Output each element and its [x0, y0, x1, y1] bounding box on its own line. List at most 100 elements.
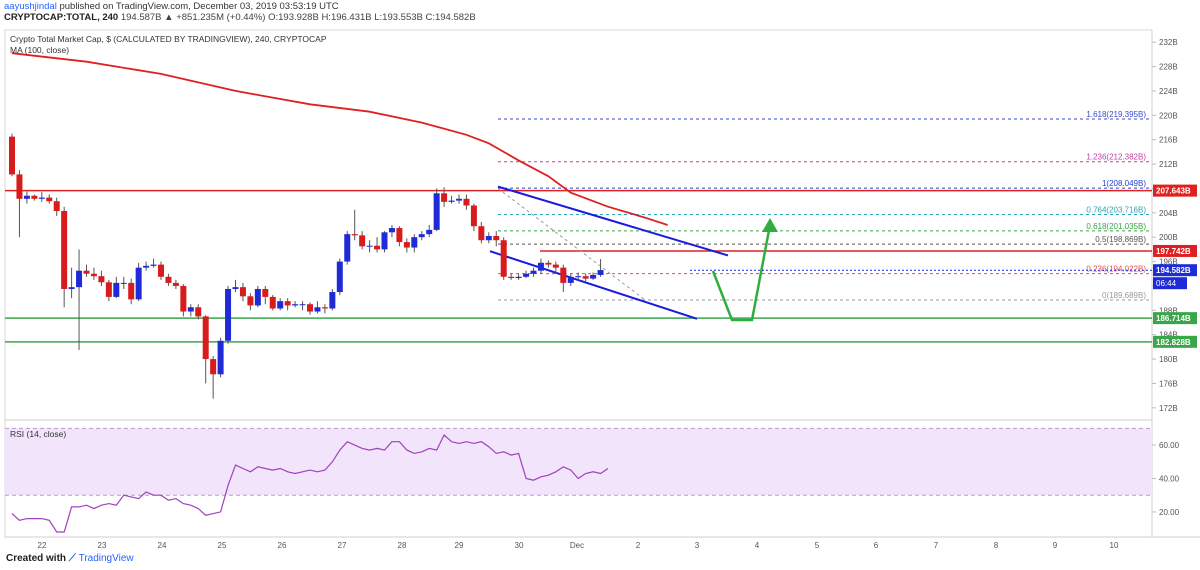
candle-body	[105, 282, 112, 297]
x-tick-label: 28	[398, 541, 407, 550]
candle-body	[254, 288, 261, 306]
price-tick-label: 172B	[1159, 404, 1178, 413]
candle-body	[210, 359, 217, 375]
candle-body	[277, 301, 284, 309]
price-tick-label: 196B	[1159, 258, 1178, 267]
candle-body	[98, 276, 105, 283]
candle-body	[575, 276, 582, 278]
level-price-label: 197.742B	[1156, 247, 1191, 256]
ma-legend: MA (100, close)	[10, 45, 69, 55]
price-tick-label: 180B	[1159, 355, 1178, 364]
candle-body	[344, 234, 351, 262]
candle-body	[508, 276, 515, 279]
candle-body	[582, 276, 589, 279]
price-tick-label: 220B	[1159, 111, 1178, 120]
candle-body	[523, 273, 530, 277]
candle-body	[463, 198, 470, 206]
candle-body	[351, 234, 358, 236]
channel-lower-line	[489, 250, 698, 320]
candle-body	[128, 282, 135, 300]
level-price-label: 207.643B	[1156, 187, 1191, 196]
candle-body	[441, 193, 448, 202]
candle-body	[314, 307, 321, 312]
fib-level-label: 0.764(203.716B)	[1086, 206, 1146, 215]
x-tick-label: 25	[218, 541, 227, 550]
x-tick-label: 23	[98, 541, 107, 550]
candle-body	[366, 245, 373, 247]
candle-body	[46, 197, 53, 202]
x-tick-label: 8	[994, 541, 999, 550]
level-price-tag	[1153, 312, 1197, 325]
x-tick-label: Dec	[570, 541, 584, 550]
fib-trend-line	[497, 188, 646, 301]
candle-body	[158, 264, 164, 277]
x-tick-label: 27	[338, 541, 347, 550]
candle-body	[120, 282, 127, 284]
footer-created: Created with	[6, 553, 67, 564]
x-tick-label: 22	[38, 541, 47, 550]
candle-body	[299, 304, 306, 306]
x-tick-label: 2	[636, 541, 641, 550]
rsi-tick-label: 40.00	[1159, 475, 1180, 484]
channel-upper-line	[497, 185, 729, 257]
projection-path	[711, 224, 772, 322]
level-price-tag	[1153, 244, 1197, 257]
candle-body	[292, 304, 299, 306]
current-price-label: 194.582B	[1156, 266, 1191, 275]
candle-body	[239, 287, 246, 297]
candle-body	[418, 234, 425, 238]
candle-body	[567, 276, 574, 283]
candle-body	[388, 228, 395, 233]
candle-body	[329, 292, 336, 309]
candle-body	[426, 229, 433, 235]
price-tick-label: 176B	[1159, 379, 1178, 388]
candle-body	[225, 288, 232, 341]
candle-body	[23, 195, 30, 199]
rsi-tick-label: 60.00	[1159, 441, 1180, 450]
x-tick-label: 10	[1110, 541, 1119, 550]
publish-header: aayushjindal published on TradingView.co…	[0, 0, 1200, 23]
candle-body	[143, 265, 150, 268]
price-tick-label: 228B	[1159, 63, 1178, 72]
current-price-tag	[1153, 264, 1197, 277]
candle-body	[307, 304, 313, 312]
candle-body	[545, 262, 552, 265]
candle-body	[396, 228, 403, 243]
x-tick-label: 26	[278, 541, 287, 550]
candle-body	[374, 245, 381, 250]
ohlc-values: 194.587B ▲ +851.235M (+0.44%) O:193.928B…	[120, 12, 476, 23]
rsi-line	[11, 434, 609, 533]
candle-body	[68, 287, 75, 289]
fib-level-label: 1(208.049B)	[1102, 179, 1146, 188]
candle-body	[590, 274, 597, 279]
level-price-tag	[1153, 335, 1197, 348]
candle-body	[448, 200, 455, 202]
candle-body	[470, 205, 477, 227]
fib-level-label: 0.5(198.869B)	[1095, 235, 1146, 244]
x-tick-label: 5	[815, 541, 820, 550]
rsi-band	[5, 428, 1152, 496]
candle-body	[61, 210, 68, 289]
candle-body	[478, 226, 485, 241]
tradingview-logo-icon: ⟋	[68, 553, 76, 564]
candle-body	[403, 242, 410, 248]
countdown-label: 06:44	[1156, 279, 1177, 288]
candle-body	[31, 195, 38, 199]
x-tick-label: 30	[515, 541, 524, 550]
candle-body	[113, 282, 120, 297]
fib-level-label: 1.236(212.382B)	[1086, 153, 1146, 162]
price-tick-label: 184B	[1159, 331, 1178, 340]
rsi-tick-label: 20.00	[1159, 508, 1180, 517]
candle-body	[150, 264, 157, 266]
publish-info: aayushjindal published on TradingView.co…	[4, 1, 339, 12]
candle-body	[433, 193, 440, 230]
candle-body	[359, 235, 366, 247]
rsi-legend: RSI (14, close)	[10, 429, 66, 439]
candle-body	[597, 270, 604, 275]
candle-body	[172, 282, 179, 286]
author-link[interactable]: aayushjindal	[4, 1, 57, 12]
price-tick-label: 212B	[1159, 160, 1178, 169]
candle-body	[217, 340, 224, 375]
candle-body	[560, 267, 567, 283]
